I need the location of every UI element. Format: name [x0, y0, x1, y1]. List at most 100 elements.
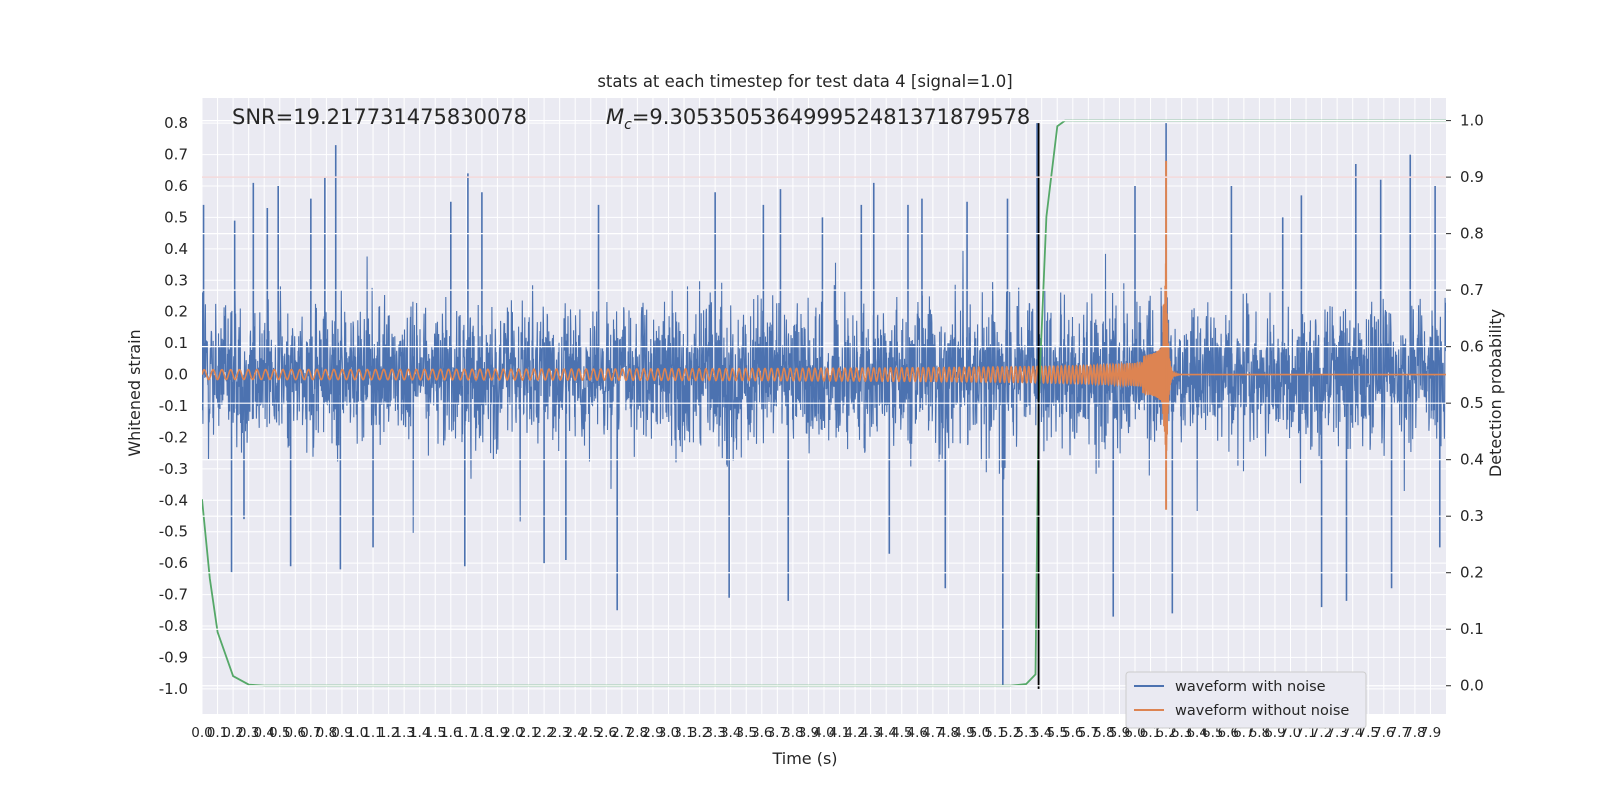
- x-tick-label: 1.5: [425, 725, 446, 741]
- x-tick-label: 1.6: [440, 725, 461, 741]
- x-tick-label: 5.2: [1000, 725, 1021, 741]
- y-tick-label-right: 1.0: [1460, 112, 1484, 130]
- x-tick-label: 2.1: [518, 725, 539, 741]
- x-tick-label: 6.5: [1202, 725, 1223, 741]
- x-tick-label: 0.5: [269, 725, 290, 741]
- y-tick-label-left: -0.2: [159, 428, 188, 446]
- x-tick-label: 3.3: [704, 725, 725, 741]
- x-tick-label: 3.4: [720, 725, 741, 741]
- x-tick-label: 3.9: [798, 725, 819, 741]
- x-tick-label: 5.7: [1078, 725, 1099, 741]
- y-tick-label-left: 0.4: [164, 240, 188, 258]
- y-tick-label-right: 0.4: [1460, 451, 1484, 469]
- y-tick-label-right: 0.8: [1460, 225, 1484, 243]
- y-tick-label-left: -0.3: [159, 460, 188, 478]
- x-tick-label: 4.0: [813, 725, 834, 741]
- y-tick-label-left: -0.6: [159, 554, 188, 572]
- x-tick-label: 7.5: [1358, 725, 1379, 741]
- y-tick-label-left: 0.8: [164, 114, 188, 132]
- x-tick-label: 5.8: [1093, 725, 1114, 741]
- x-tick-label: 4.9: [953, 725, 974, 741]
- x-axis: 0.00.10.20.30.40.50.60.70.80.91.01.11.21…: [191, 725, 1441, 741]
- x-tick-label: 2.2: [533, 725, 554, 741]
- y-tick-label-right: 0.7: [1460, 281, 1484, 299]
- x-tick-label: 5.6: [1062, 725, 1083, 741]
- y-tick-label-left: -1.0: [159, 680, 188, 698]
- y-tick-label-left: 0.1: [164, 334, 188, 352]
- x-tick-label: 4.4: [875, 725, 896, 741]
- x-tick-label: 5.1: [984, 725, 1005, 741]
- x-tick-label: 2.0: [502, 725, 523, 741]
- x-tick-label: 0.0: [191, 725, 212, 741]
- y-tick-label-left: -0.1: [159, 397, 188, 415]
- x-tick-label: 2.6: [596, 725, 617, 741]
- y-tick-label-left: -0.5: [159, 523, 188, 541]
- x-tick-label: 7.4: [1342, 725, 1363, 741]
- y-tick-label-right: 0.0: [1460, 677, 1484, 695]
- x-tick-label: 0.8: [316, 725, 337, 741]
- x-tick-label: 4.1: [829, 725, 850, 741]
- clean-trace: [202, 263, 1446, 451]
- x-tick-label: 3.6: [751, 725, 772, 741]
- x-tick-label: 6.0: [1124, 725, 1145, 741]
- x-tick-label: 6.3: [1171, 725, 1192, 741]
- probability-trace: [202, 119, 1446, 687]
- snr-annotation: SNR=19.217731475830078: [232, 105, 527, 129]
- x-tick-label: 3.2: [689, 725, 710, 741]
- x-tick-label: 7.9: [1420, 725, 1441, 741]
- chart-title: stats at each timestep for test data 4 […: [597, 72, 1012, 91]
- y-tick-label-left: -0.7: [159, 586, 188, 604]
- legend-label-noise: waveform with noise: [1175, 679, 1326, 695]
- y-tick-label-right: 0.1: [1460, 620, 1484, 638]
- x-axis-label: Time (s): [771, 749, 837, 768]
- y-tick-label-left: -0.4: [159, 491, 188, 509]
- x-tick-label: 2.7: [611, 725, 632, 741]
- left-axis: 0.8 0.7 0.6 0.5 0.4 0.3 0.2 0.1 0.0 -0.1 -0.2 -0.3 -…: [159, 114, 188, 698]
- x-tick-label: 7.2: [1311, 725, 1332, 741]
- x-tick-label: 4.2: [844, 725, 865, 741]
- legend-label-clean: waveform without noise: [1175, 703, 1349, 719]
- x-tick-label: 2.4: [564, 725, 585, 741]
- x-tick-label: 7.3: [1326, 725, 1347, 741]
- x-tick-label: 3.7: [767, 725, 788, 741]
- y-axis-label-left: Whitened strain: [125, 329, 144, 456]
- y-tick-label-left: -0.8: [159, 617, 188, 635]
- x-tick-label: 0.7: [300, 725, 321, 741]
- x-tick-label: 5.4: [1031, 725, 1052, 741]
- x-tick-label: 4.3: [860, 725, 881, 741]
- x-tick-label: 1.3: [393, 725, 414, 741]
- x-tick-label: 6.9: [1264, 725, 1285, 741]
- x-tick-label: 6.2: [1155, 725, 1176, 741]
- x-tick-label: 7.0: [1280, 725, 1301, 741]
- x-tick-label: 1.0: [347, 725, 368, 741]
- x-tick-label: 3.5: [736, 725, 757, 741]
- x-tick-label: 6.8: [1249, 725, 1270, 741]
- x-tick-label: 5.9: [1109, 725, 1130, 741]
- x-tick-label: 5.5: [1047, 725, 1068, 741]
- y-tick-label-left: 0.2: [164, 303, 188, 321]
- x-tick-label: 4.8: [938, 725, 959, 741]
- clean-series: [202, 160, 1446, 510]
- x-tick-label: 4.6: [907, 725, 928, 741]
- x-tick-label: 0.2: [222, 725, 243, 741]
- y-tick-label-left: 0.0: [164, 366, 188, 384]
- y-tick-label-left: 0.5: [164, 208, 188, 226]
- x-tick-label: 4.7: [922, 725, 943, 741]
- y-tick-label-right: 0.5: [1460, 394, 1484, 412]
- x-tick-label: 3.0: [658, 725, 679, 741]
- x-tick-label: 1.7: [456, 725, 477, 741]
- x-tick-label: 3.1: [673, 725, 694, 741]
- x-tick-label: 0.1: [207, 725, 228, 741]
- x-tick-label: 3.8: [782, 725, 803, 741]
- right-axis: 1.0 0.9 0.8 0.7 0.6 0.5 0.4 0.3 0.2 0.1 0.0: [1446, 112, 1484, 695]
- x-tick-label: 2.5: [580, 725, 601, 741]
- x-tick-label: 2.9: [642, 725, 663, 741]
- mc-annotation: Mc=9.305350536499952481371879578: [606, 105, 1030, 133]
- x-tick-label: 5.3: [1015, 725, 1036, 741]
- y-tick-label-left: 0.6: [164, 177, 188, 195]
- x-tick-label: 7.6: [1373, 725, 1394, 741]
- x-tick-label: 1.2: [378, 725, 399, 741]
- x-tick-label: 0.6: [285, 725, 306, 741]
- x-tick-label: 2.8: [627, 725, 648, 741]
